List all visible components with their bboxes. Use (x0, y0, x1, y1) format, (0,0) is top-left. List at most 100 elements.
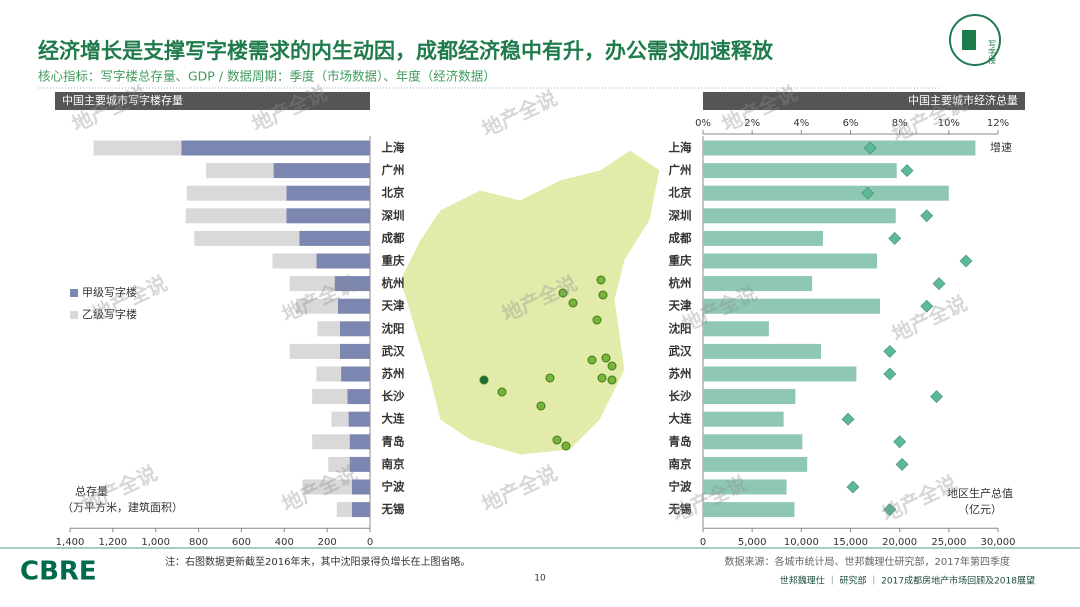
x2-tick-label: 8% (892, 118, 908, 129)
x-axis-label: 地区生产总值 (947, 486, 1013, 500)
bar (703, 298, 880, 314)
watermark: 地产全说 (478, 86, 561, 142)
growth-marker (883, 367, 897, 381)
logo: CBRE (20, 557, 97, 587)
title: 经济增长是支撑写字楼需求的内生动因，成都经济稳中有升，办公需求加速释放 (38, 39, 774, 63)
y-tick-label: 大连 (382, 412, 405, 426)
bar (341, 366, 370, 382)
growth-marker (861, 186, 875, 200)
y-tick-label: 广州 (669, 163, 692, 177)
growth-marker (895, 457, 909, 471)
icon-label: 写字楼 (988, 40, 997, 65)
bar (703, 343, 821, 359)
growth-marker (883, 344, 897, 358)
x2-tick-label: 0% (695, 118, 711, 129)
header-bar (55, 92, 370, 110)
growth-marker (841, 412, 855, 426)
x-tick-label: 800 (189, 537, 208, 548)
bar (328, 456, 350, 472)
bar (349, 456, 370, 472)
x-tick-label: 0 (700, 537, 706, 548)
x-tick-label: 1,000 (141, 537, 170, 548)
y-tick-label: 南京 (382, 457, 405, 471)
y-tick-label: 广州 (382, 163, 405, 177)
bar (336, 502, 352, 518)
y-tick-label: 杭州 (669, 276, 692, 290)
bar (93, 140, 182, 156)
watermark: 地产全说 (888, 291, 971, 347)
source: 数据来源：各城市统计局、世邦魏理仕研究部，2017年第四季度 (725, 555, 1010, 568)
x2-tick-label: 2% (744, 118, 760, 129)
bar (703, 163, 897, 179)
y-tick-label: 北京 (669, 186, 692, 200)
bar (337, 298, 370, 314)
bar (703, 276, 813, 292)
x-axis-label: （万平方米，建筑面积） (62, 500, 183, 514)
bar (316, 366, 342, 382)
y-tick-label: 沈阳 (669, 321, 692, 335)
x2-tick-label: 4% (793, 118, 809, 129)
bar (334, 276, 370, 292)
y-tick-label: 长沙 (382, 389, 405, 403)
x2-tick-label: 10% (938, 118, 960, 129)
bar (703, 230, 823, 246)
growth-marker (888, 231, 902, 245)
map-china (399, 149, 661, 456)
icon-building (962, 30, 976, 50)
y-tick-label: 武汉 (669, 344, 692, 358)
x-tick-label: 1,200 (99, 537, 128, 548)
x-tick-label: 200 (318, 537, 337, 548)
x-axis-label: （亿元） (958, 503, 1002, 516)
bar (331, 411, 349, 427)
bar (286, 208, 370, 224)
bar (340, 343, 370, 359)
x-tick-label: 1,400 (56, 537, 85, 548)
x-tick-label: 30,000 (981, 537, 1016, 548)
y-tick-label: 无锡 (381, 502, 405, 516)
chart-title: 中国主要城市写字楼存量 (62, 93, 183, 107)
bar (317, 321, 340, 337)
y-tick-label: 杭州 (382, 276, 405, 290)
bar (703, 456, 808, 472)
legend-label: 乙级写字楼 (82, 307, 137, 321)
growth-marker (883, 503, 897, 517)
bar (703, 253, 878, 269)
y-tick-label: 重庆 (669, 254, 692, 268)
credit: 世邦魏理仕 ｜ 研究部 ｜ 2017成都房地产市场回顾及2018展望 (780, 575, 1035, 587)
bar (703, 140, 976, 156)
y-tick-label: 深圳 (382, 208, 405, 222)
bar (289, 343, 340, 359)
bar (349, 434, 370, 450)
bar (302, 479, 352, 495)
x-tick-label: 0 (367, 537, 373, 548)
bar (194, 230, 300, 246)
subtitle: 核心指标：写字楼总存量、GDP / 数据周期：季度（市场数据）、年度（经济数据） (38, 69, 496, 84)
bar (312, 389, 348, 405)
bar (703, 411, 784, 427)
bar (185, 208, 287, 224)
y-tick-label: 宁波 (382, 480, 405, 494)
y-tick-label: 宁波 (669, 480, 692, 494)
legend-label: 增速 (990, 140, 1012, 154)
y-tick-label: 南京 (669, 457, 692, 471)
bar (289, 276, 335, 292)
y-tick-label: 成都 (382, 231, 405, 245)
legend-swatch (70, 311, 78, 319)
bar (181, 140, 370, 156)
legend-label: 甲级写字楼 (82, 285, 137, 299)
bar (351, 502, 370, 518)
growth-marker (920, 209, 934, 223)
y-tick-label: 重庆 (382, 254, 405, 268)
bar (206, 163, 274, 179)
page-number: 10 (534, 574, 546, 584)
bar (299, 230, 370, 246)
bar (286, 185, 370, 201)
x-tick-label: 15,000 (833, 537, 868, 548)
y-tick-label: 深圳 (669, 208, 692, 222)
x-tick-label: 600 (232, 537, 251, 548)
bar (186, 185, 287, 201)
bar (703, 185, 949, 201)
x-tick-label: 400 (275, 537, 294, 548)
bar (348, 411, 370, 427)
